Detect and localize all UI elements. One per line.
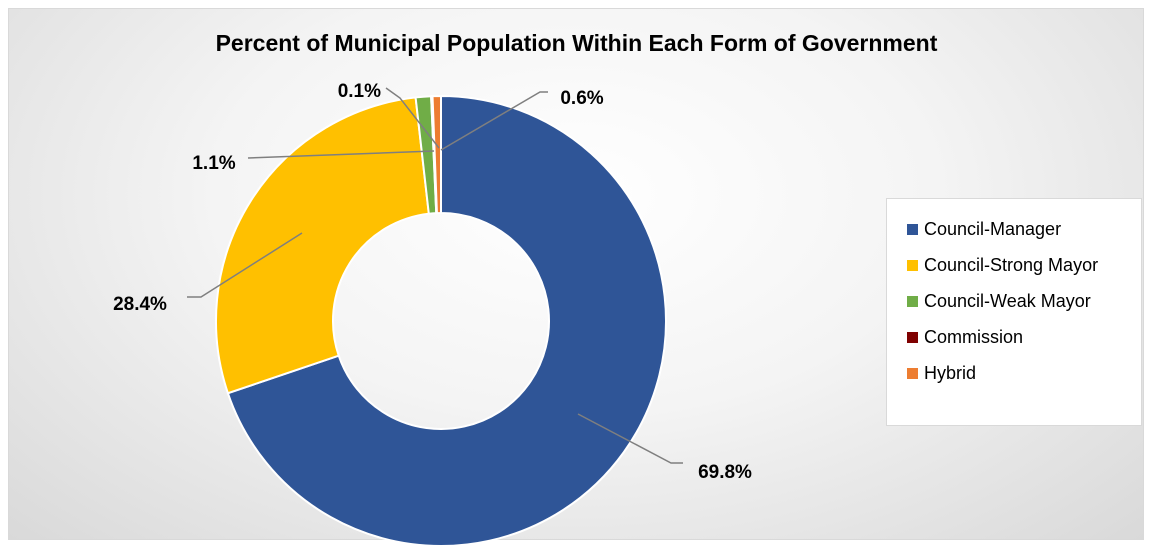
leader-line	[247, 150, 435, 159]
data-label: 69.8%	[698, 462, 752, 483]
legend-item: Council-Weak Mayor	[887, 283, 1141, 319]
legend-label: Hybrid	[924, 362, 977, 383]
data-label: 0.6%	[560, 88, 603, 109]
data-label: 28.4%	[113, 294, 167, 315]
data-label: 0.1%	[338, 81, 381, 102]
legend-swatch	[907, 295, 918, 307]
legend-item: Hybrid	[887, 355, 1141, 391]
leader-line	[385, 87, 440, 149]
leader-line	[187, 232, 303, 298]
legend-swatch	[907, 367, 918, 379]
legend-item: Council-Manager	[887, 211, 1141, 247]
legend-label: Council-Strong Mayor	[924, 254, 1099, 275]
legend-swatch	[907, 223, 918, 235]
legend-item: Commission	[887, 319, 1141, 355]
leader-line	[577, 413, 683, 464]
legend-label: Commission	[924, 326, 1024, 347]
legend-swatch	[907, 331, 918, 343]
chart-title: Percent of Municipal Population Within E…	[215, 30, 938, 56]
legend-item: Council-Strong Mayor	[887, 247, 1141, 283]
data-label: 1.1%	[192, 153, 235, 174]
legend-label: Council-Weak Mayor	[924, 290, 1091, 311]
legend-label: Council-Manager	[924, 218, 1062, 239]
slice-council-manager	[226, 94, 667, 547]
chart-legend: Council-Manager Council-Strong Mayor Counc…	[886, 198, 1142, 426]
leader-line	[440, 91, 548, 151]
legend-swatch	[907, 259, 918, 271]
slice-hybrid	[431, 94, 442, 215]
slice-council-strong-mayor	[215, 96, 430, 395]
